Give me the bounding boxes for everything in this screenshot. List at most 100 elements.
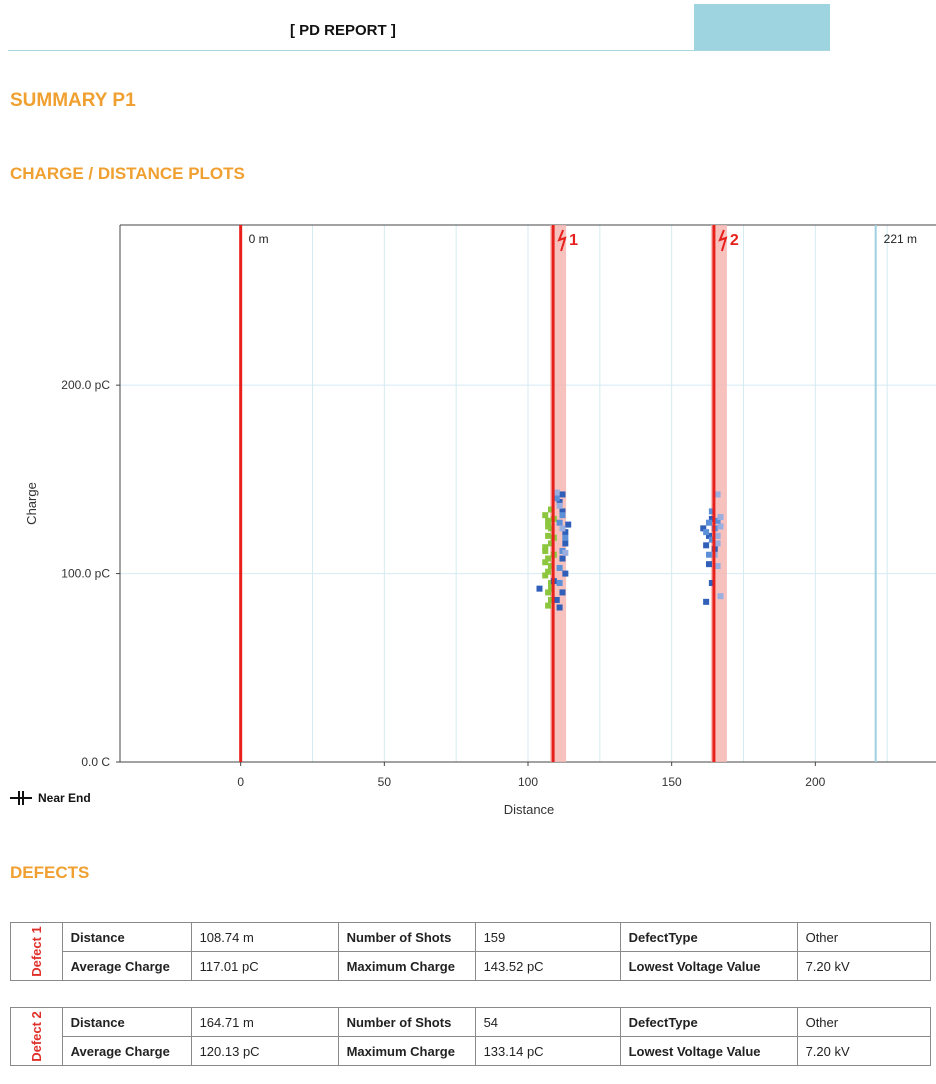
field-label: Lowest Voltage Value [619, 1036, 798, 1066]
data-point [717, 523, 724, 530]
data-point [714, 491, 721, 498]
data-point [556, 502, 563, 509]
data-point [547, 585, 554, 592]
data-point [545, 589, 552, 596]
data-point [700, 525, 707, 532]
field-value: 120.13 pC [190, 1036, 339, 1066]
data-point [545, 568, 552, 575]
data-point [553, 495, 560, 502]
data-point [559, 555, 566, 562]
near-end-label: Near End [38, 791, 91, 805]
x-tick-label: 200 [805, 775, 825, 789]
table-row: Defect 1 Distance 108.74 m Number of Shots 1… [10, 922, 931, 981]
field-value: Other [796, 1007, 931, 1037]
data-point [556, 580, 563, 586]
data-point [717, 514, 724, 521]
data-point [542, 512, 549, 519]
x-tick-label: 50 [378, 775, 392, 789]
data-point [545, 602, 552, 609]
data-point [559, 512, 566, 519]
charge-distance-chart: 0 m 221 m 1 2 0 50 100 150 200 0.0 C 100.0 pC 200.0… [24, 224, 936, 817]
y-axis-label: Charge [24, 482, 39, 525]
lightning-icon [718, 229, 728, 252]
x-tick-label: 150 [662, 775, 682, 789]
field-label: DefectType [619, 922, 798, 952]
data-point [562, 570, 569, 577]
defect-side-label: Defect 1 [10, 922, 63, 981]
field-label: Average Charge [61, 951, 192, 981]
data-point [556, 519, 563, 526]
x-tick-label: 0 [237, 775, 244, 789]
distance-marker-label-2: 221 m [884, 232, 917, 246]
data-point [562, 534, 569, 541]
data-point [708, 536, 715, 543]
field-value: 7.20 kV [796, 1036, 931, 1066]
data-point [556, 564, 563, 571]
data-point [559, 589, 566, 596]
field-value: 133.14 pC [474, 1036, 621, 1066]
data-point [708, 508, 715, 515]
y-tick-label: 0.0 C [81, 755, 110, 769]
table-row: Average Charge 117.01 pC Maximum Charge 143… [11, 951, 931, 981]
data-point [562, 549, 569, 556]
plots-heading: CHARGE / DISTANCE PLOTS [10, 164, 245, 183]
data-point [714, 532, 721, 539]
data-point [562, 540, 569, 547]
lightning-icon [557, 229, 567, 252]
data-point [556, 498, 563, 505]
defect-marker-label-1: 1 [569, 232, 578, 249]
data-point [706, 551, 713, 558]
data-point [559, 491, 566, 498]
data-point [545, 555, 552, 562]
defect-table-2: Defect 2 Distance 164.71 m Number of Shots 5… [10, 1007, 931, 1066]
field-label: Number of Shots [337, 922, 476, 952]
field-label: Maximum Charge [337, 951, 476, 981]
data-point [545, 532, 552, 539]
data-point [542, 544, 549, 551]
field-label: Average Charge [61, 1036, 192, 1066]
field-label: Number of Shots [337, 1007, 476, 1037]
data-point [717, 593, 724, 600]
field-value: 117.01 pC [190, 951, 339, 981]
field-value: 164.71 m [190, 1007, 339, 1037]
data-point [714, 540, 721, 547]
data-point [706, 561, 713, 568]
field-value: 54 [474, 1007, 621, 1037]
field-label: Distance [61, 1007, 192, 1037]
near-end-legend: Near End [10, 790, 91, 806]
field-label: Lowest Voltage Value [619, 951, 798, 981]
data-point [706, 532, 713, 539]
data-point [714, 517, 721, 524]
data-point [545, 517, 552, 524]
distance-marker-label-1: 0 m [249, 232, 269, 246]
data-point [536, 585, 543, 592]
field-value: 108.74 m [190, 922, 339, 952]
data-point [553, 596, 560, 603]
defect-table-1: Defect 1 Distance 108.74 m Number of Shots 1… [10, 922, 931, 981]
data-point [547, 506, 554, 513]
data-point [542, 547, 549, 554]
defect-side-label: Defect 2 [10, 1007, 63, 1066]
defect-marker-label-2: 2 [730, 232, 739, 249]
summary-heading: SUMMARY P1 [10, 90, 136, 111]
y-tick-label: 200.0 pC [61, 378, 110, 392]
field-value: 159 [474, 922, 621, 952]
field-label: Distance [61, 922, 192, 952]
x-axis-label: Distance [504, 802, 555, 817]
field-value: 7.20 kV [796, 951, 931, 981]
field-label: Maximum Charge [337, 1036, 476, 1066]
data-point [703, 529, 710, 536]
data-point [556, 604, 563, 611]
header-color-block [694, 4, 830, 50]
x-tick-label: 100 [518, 775, 538, 789]
data-point [708, 515, 715, 522]
data-point [559, 508, 566, 515]
field-label: DefectType [619, 1007, 798, 1037]
field-value: Other [796, 922, 931, 952]
field-value: 143.52 pC [474, 951, 621, 981]
data-point [547, 540, 554, 547]
data-point [559, 525, 566, 532]
data-point [542, 559, 549, 566]
data-point [542, 572, 549, 579]
near-end-icon [10, 791, 32, 805]
